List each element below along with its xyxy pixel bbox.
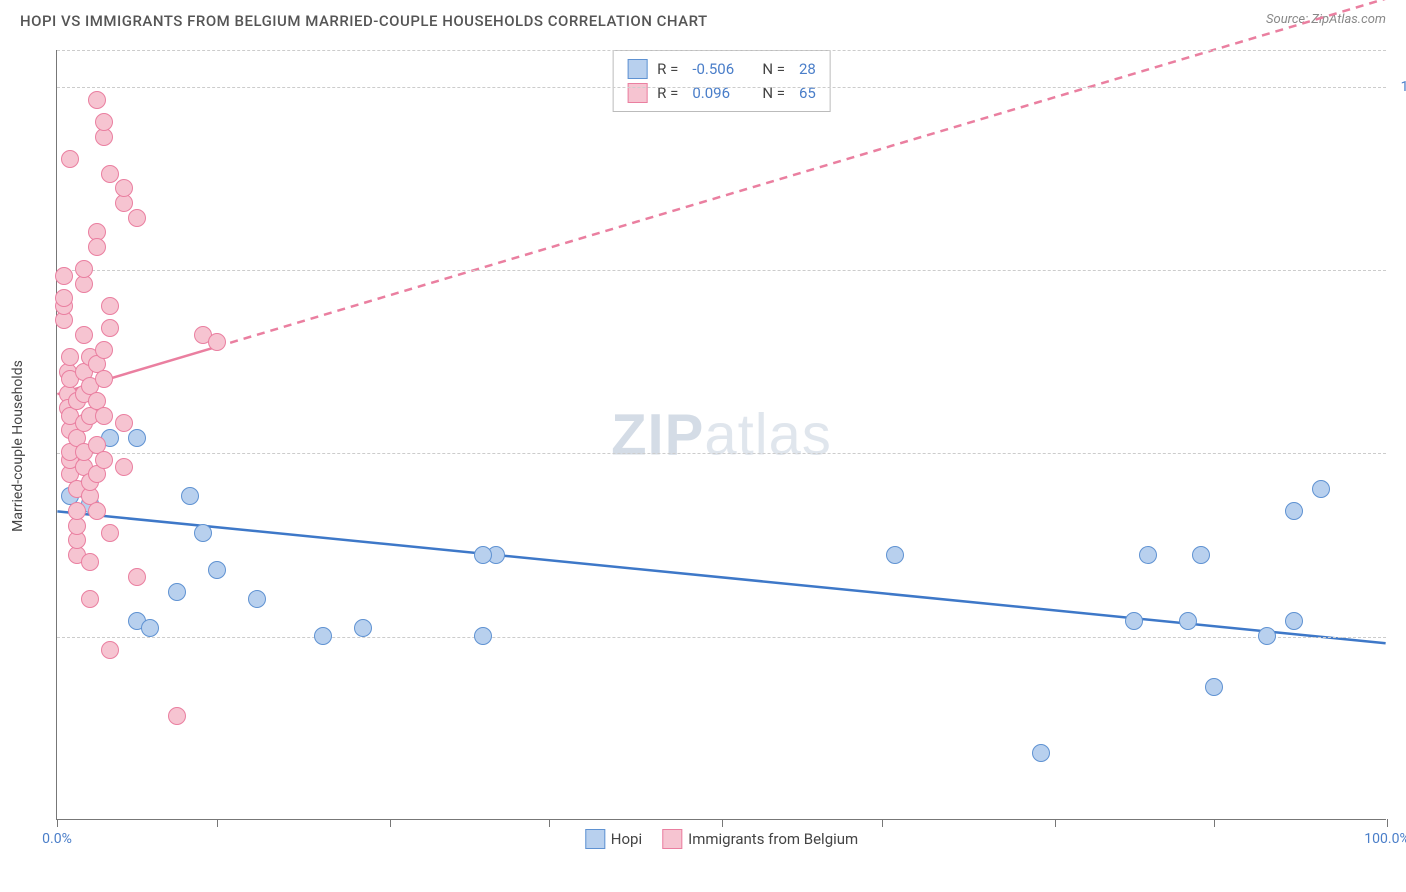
xtick [390,819,391,827]
data-point [208,561,226,579]
data-point [101,297,119,315]
data-point [115,414,133,432]
data-point [88,238,106,256]
data-point [128,429,146,447]
plot-area: ZIPatlas R = -0.506 N = 28 R = 0.096 N =… [56,50,1386,820]
data-point [208,333,226,351]
gridline [57,453,1386,454]
xtick [722,819,723,827]
xtick [217,819,218,827]
legend-series-item: Hopi [585,829,642,849]
watermark-bold: ZIP [611,402,704,467]
data-point [1032,744,1050,762]
legend-correlation-row: R = 0.096 N = 65 [627,81,816,105]
data-point [1205,678,1223,696]
data-point [55,267,73,285]
xtick-label: 0.0% [42,831,72,847]
data-point [181,487,199,505]
legend-r-value: -0.506 [692,60,752,78]
xtick [882,819,883,827]
data-point [101,165,119,183]
gridline [57,270,1386,271]
xtick-label: 100.0% [1364,831,1406,847]
data-point [61,150,79,168]
data-point [61,348,79,366]
data-point [115,458,133,476]
data-point [1285,612,1303,630]
data-point [88,91,106,109]
data-point [75,260,93,278]
chart-title: HOPI VS IMMIGRANTS FROM BELGIUM MARRIED-… [20,12,708,30]
data-point [95,113,113,131]
data-point [95,370,113,388]
xtick [1214,819,1215,827]
data-point [1179,612,1197,630]
xtick [549,819,550,827]
data-point [55,289,73,307]
ytick-label: 100.0% [1401,79,1406,95]
data-point [354,619,372,637]
data-point [115,179,133,197]
data-point [314,627,332,645]
legend-n-value: 28 [799,60,816,78]
legend-series: Hopi Immigrants from Belgium [585,829,858,849]
data-point [1192,546,1210,564]
legend-r-label: R = [657,60,678,78]
legend-swatch [662,829,682,849]
chart-header: HOPI VS IMMIGRANTS FROM BELGIUM MARRIED-… [0,0,1406,38]
gridline [57,87,1386,88]
data-point [95,341,113,359]
data-point [194,524,212,542]
y-axis-label: Married-couple Households [10,360,26,532]
chart-source: Source: ZipAtlas.com [1266,12,1386,27]
data-point [128,568,146,586]
xtick [1387,819,1388,827]
data-point [1258,627,1276,645]
chart-svg [57,50,1386,819]
watermark-thin: atlas [704,402,832,467]
data-point [886,546,904,564]
data-point [141,619,159,637]
data-point [1312,480,1330,498]
data-point [75,326,93,344]
data-point [101,319,119,337]
data-point [88,502,106,520]
data-point [101,524,119,542]
data-point [95,451,113,469]
data-point [95,407,113,425]
legend-correlation-row: R = -0.506 N = 28 [627,57,816,81]
data-point [168,707,186,725]
data-point [1139,546,1157,564]
data-point [101,641,119,659]
legend-swatch [627,59,647,79]
legend-series-label: Immigrants from Belgium [688,830,858,848]
xtick [1055,819,1056,827]
legend-n-label: N = [762,60,785,78]
data-point [81,590,99,608]
legend-correlation: R = -0.506 N = 28 R = 0.096 N = 65 [612,50,831,112]
data-point [128,209,146,227]
data-point [1125,612,1143,630]
legend-series-item: Immigrants from Belgium [662,829,858,849]
legend-series-label: Hopi [611,830,642,848]
data-point [474,627,492,645]
data-point [168,583,186,601]
data-point [1285,502,1303,520]
data-point [68,502,86,520]
xtick [57,819,58,827]
watermark: ZIPatlas [611,401,832,468]
gridline [57,637,1386,638]
gridline [57,50,1386,51]
data-point [248,590,266,608]
data-point [81,553,99,571]
legend-swatch [585,829,605,849]
data-point [474,546,492,564]
